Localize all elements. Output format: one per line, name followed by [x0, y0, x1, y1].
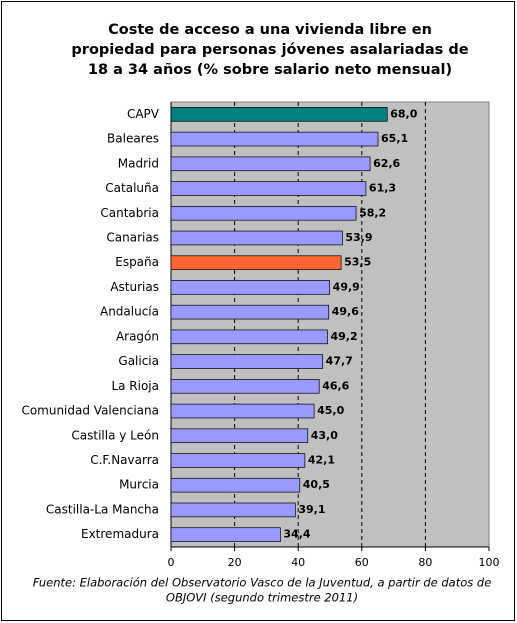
bar	[170, 379, 320, 394]
value-label: 65,1	[381, 132, 408, 145]
y-tick-label: CAPV	[127, 107, 160, 121]
bar	[170, 131, 379, 147]
bar	[170, 255, 342, 270]
value-label: 46,6	[322, 379, 349, 392]
bar	[170, 304, 330, 320]
x-tick-label: 100	[479, 556, 500, 569]
y-tick-label: Comunidad Valenciana	[21, 404, 159, 418]
chart-title: 18 a 34 años (% sobre salario neto mensu…	[88, 62, 452, 78]
y-tick-label: Extremadura	[81, 527, 159, 541]
bar	[170, 477, 301, 493]
value-label: 45,0	[317, 404, 344, 417]
value-label: 42,1	[308, 453, 335, 466]
x-tick-label: 0	[168, 556, 175, 569]
bar	[170, 527, 281, 542]
y-tick-label: C.F.Navarra	[90, 453, 159, 467]
bar	[170, 329, 328, 345]
y-tick-label: Canarias	[106, 230, 159, 244]
x-tick-label: 80	[418, 556, 432, 569]
bar	[170, 354, 324, 369]
value-label: 39,1	[298, 503, 325, 516]
x-tick-label: 40	[291, 556, 305, 569]
y-tick-label: La Rioja	[111, 379, 159, 393]
value-label: 43,0	[311, 429, 338, 442]
value-label: 53,9	[345, 231, 372, 244]
value-label: 49,9	[333, 280, 360, 293]
value-label: 58,2	[359, 206, 386, 219]
chart-title: Coste de acceso a una vivienda libre en	[108, 22, 432, 38]
bar	[170, 428, 309, 444]
value-label: 40,5	[303, 478, 330, 491]
y-tick-label: Castilla y León	[71, 428, 159, 442]
source-note: OBJOVI (segundo trimestre 2011)	[166, 591, 358, 605]
y-tick-label: Andalucía	[100, 305, 159, 319]
bar	[170, 156, 371, 172]
chart-title: propiedad para personas jóvenes asalaria…	[71, 42, 468, 58]
y-tick-label: Castilla-La Mancha	[46, 502, 159, 516]
plot-area	[170, 101, 490, 548]
bar	[170, 230, 343, 246]
value-label: 34,4	[283, 528, 310, 541]
y-tick-label: Cataluña	[105, 181, 159, 195]
y-tick-label: Cantabria	[100, 206, 159, 220]
source-note: Fuente: Elaboración del Observatorio Vas…	[33, 576, 492, 590]
y-tick-label: Murcia	[119, 478, 159, 492]
value-label: 49,6	[332, 305, 359, 318]
bar	[170, 403, 315, 419]
bar	[170, 453, 306, 468]
value-label: 49,2	[330, 330, 357, 343]
value-label: 61,3	[369, 182, 396, 195]
y-tick-label: Madrid	[118, 156, 159, 170]
y-tick-label: Baleares	[107, 132, 159, 146]
value-label: 47,7	[326, 355, 353, 368]
bar	[170, 181, 367, 196]
value-label: 68,0	[390, 107, 417, 120]
bar	[170, 205, 357, 221]
y-tick-label: Galicia	[118, 354, 159, 368]
x-tick-label: 60	[355, 556, 369, 569]
y-tick-label: Aragón	[116, 329, 159, 343]
value-label: 53,5	[344, 256, 371, 269]
y-tick-label: España	[115, 255, 159, 269]
y-tick-label: Asturias	[110, 280, 159, 294]
bar	[170, 107, 388, 122]
bar	[170, 502, 296, 518]
x-tick-label: 20	[228, 556, 242, 569]
bar	[170, 280, 331, 295]
value-label: 62,6	[373, 157, 400, 170]
